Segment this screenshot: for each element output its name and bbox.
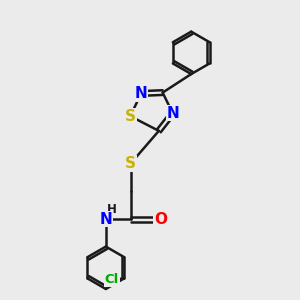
Text: N: N	[135, 86, 148, 101]
Text: S: S	[125, 109, 136, 124]
Text: H: H	[107, 203, 117, 216]
Text: O: O	[154, 212, 167, 227]
Text: N: N	[166, 106, 179, 121]
Text: S: S	[125, 156, 136, 171]
Text: Cl: Cl	[105, 273, 119, 286]
Text: N: N	[100, 212, 112, 227]
